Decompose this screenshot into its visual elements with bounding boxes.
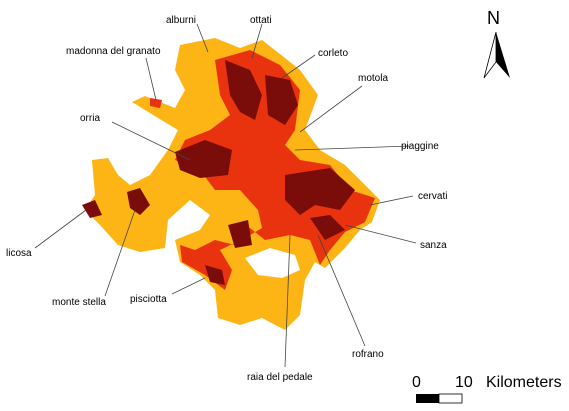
land-hole — [245, 248, 300, 278]
place-label: ottati — [250, 15, 272, 26]
labels: alburni ottati corleto madonna del grana… — [6, 15, 447, 383]
place-label: raia del pedale — [247, 372, 313, 383]
place-label: piaggine — [401, 141, 439, 152]
land-dark — [265, 75, 298, 125]
scale-start: 0 — [412, 374, 421, 391]
scale-end: 10 — [455, 374, 473, 391]
scale-bar: 0 10 Kilometers — [412, 374, 562, 404]
scale-segment — [416, 394, 439, 403]
place-label: rofrano — [352, 349, 384, 360]
land-dark — [127, 188, 150, 215]
land-dark — [225, 60, 262, 120]
place-label: motola — [358, 73, 388, 84]
land-dark — [285, 168, 355, 215]
place-label: alburni — [166, 15, 196, 26]
land-dark — [82, 200, 102, 218]
land-dark — [175, 140, 232, 178]
place-label: licosa — [6, 248, 32, 259]
arrow-left — [483, 31, 497, 79]
north-label: N — [487, 8, 500, 28]
scale-segment — [438, 393, 463, 404]
land-red — [150, 98, 162, 108]
land-dark — [205, 265, 225, 285]
place-label: cervati — [418, 191, 447, 202]
place-label: madonna del granato — [66, 46, 161, 57]
territory — [82, 38, 380, 330]
land-dark — [310, 215, 345, 240]
place-label: orria — [80, 113, 100, 124]
land-dark — [228, 220, 252, 248]
arrow-right — [496, 32, 510, 78]
place-label: monte stella — [52, 297, 106, 308]
place-label: corleto — [318, 48, 348, 59]
scale-unit: Kilometers — [486, 374, 562, 391]
place-label: sanza — [420, 240, 447, 251]
leader-lines — [34, 23, 417, 368]
place-label: pisciotta — [130, 294, 167, 305]
north-arrow: N — [483, 8, 510, 79]
